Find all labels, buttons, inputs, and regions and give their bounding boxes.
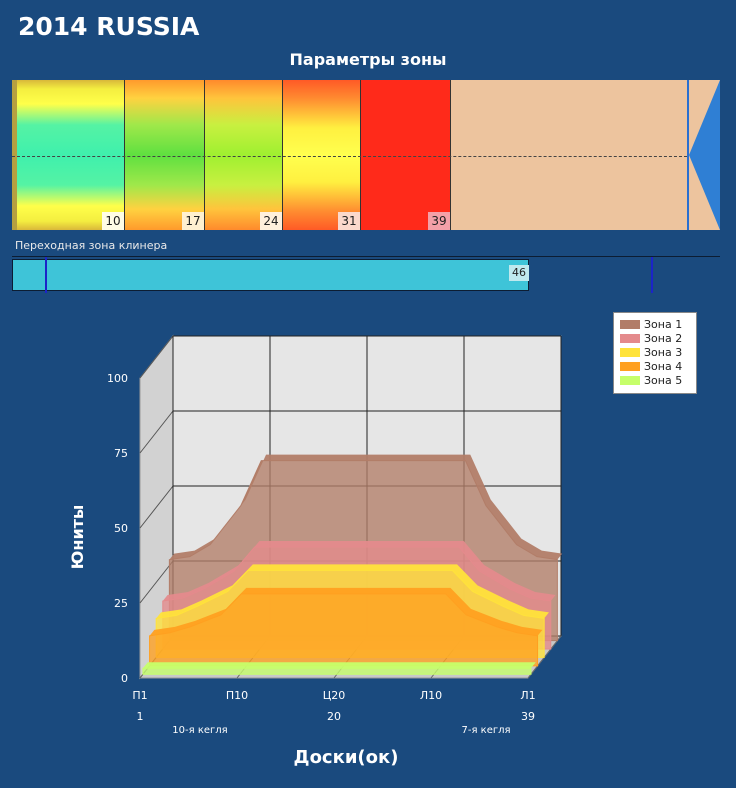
zone-segment-2-label: 17 [182, 212, 204, 230]
legend-item: Зона 4 [620, 359, 690, 373]
zone-segment-1-label: 10 [102, 212, 124, 230]
transition-zone-value: 46 [509, 265, 529, 281]
zone-segment-1[interactable]: 10 [12, 80, 124, 230]
x-category-label: Ц20 [323, 689, 346, 702]
x-axis-title: Доски(ок) [294, 747, 399, 768]
legend-label: Зона 3 [644, 345, 683, 359]
x-number-label: 1 [137, 710, 144, 723]
legend-swatch [620, 347, 640, 357]
legend-swatch [620, 319, 640, 329]
series-area-4 [149, 593, 539, 667]
y-tick-label: 25 [114, 597, 128, 610]
bottom-note-left: 10-я кегля [172, 725, 227, 736]
transition-zone-bar: 46 [12, 256, 720, 293]
legend-label: Зона 4 [644, 359, 683, 373]
chart-legend: Зона 1 Зона 2 Зона 3 Зона 4 Зона 5 [613, 312, 697, 394]
legend-item: Зона 3 [620, 345, 690, 359]
zone-segment-5-label: 39 [428, 212, 450, 230]
zone-segment-4-label: 31 [338, 212, 360, 230]
zone-center-line [12, 156, 687, 157]
gridline-h-side [139, 410, 174, 454]
series-area-5 [142, 667, 532, 675]
y-axis-title: Юниты [68, 505, 87, 570]
legend-swatch [620, 361, 640, 371]
zone-segment-2[interactable]: 17 [124, 80, 204, 230]
x-number-label: 39 [521, 710, 535, 723]
bottom-note-right: 7-я кегля [461, 725, 510, 736]
transition-zone-fill [12, 259, 529, 291]
transition-end-marker[interactable] [651, 257, 653, 293]
zone-end-divider [687, 80, 689, 230]
x-category-label: П1 [132, 689, 147, 702]
legend-swatch [620, 375, 640, 385]
gridline-h-side [139, 560, 174, 604]
page-title: 2014 RUSSIA [18, 12, 200, 41]
legend-item: Зона 5 [620, 373, 690, 387]
y-tick-label: 75 [114, 447, 128, 460]
zone-params-title: Параметры зоны [289, 50, 447, 69]
zone-end-arrow-icon [689, 80, 720, 230]
y-tick-label: 0 [121, 672, 128, 685]
gridline-h-side [139, 335, 174, 379]
zone-segment-3[interactable]: 24 [204, 80, 282, 230]
y-tick-label: 50 [114, 522, 128, 535]
series-top-5 [142, 662, 536, 669]
gridline-h-side [139, 485, 174, 529]
oil-pattern-chart: 0 25 50 75 100 П1 П10 Ц20 Л10 Л1 1 20 39 10-я кегля 7-… [68, 334, 563, 768]
zone-parameters-bar: 10 17 24 31 39 [12, 80, 720, 230]
transition-zone-label: Переходная зона клинера [15, 239, 168, 252]
x-category-label: Л1 [520, 689, 535, 702]
legend-swatch [620, 333, 640, 343]
legend-item: Зона 1 [620, 317, 690, 331]
x-category-label: П10 [226, 689, 248, 702]
x-number-label: 20 [327, 710, 341, 723]
zone-segment-4[interactable]: 31 [282, 80, 360, 230]
transition-start-marker[interactable] [45, 257, 47, 293]
legend-item: Зона 2 [620, 331, 690, 345]
legend-label: Зона 5 [644, 373, 683, 387]
legend-label: Зона 2 [644, 331, 683, 345]
zone-segment-3-label: 24 [260, 212, 282, 230]
zone-tail [450, 80, 687, 230]
zone-segment-5[interactable]: 39 [360, 80, 450, 230]
y-tick-label: 100 [107, 372, 128, 385]
x-category-label: Л10 [420, 689, 442, 702]
legend-label: Зона 1 [644, 317, 683, 331]
